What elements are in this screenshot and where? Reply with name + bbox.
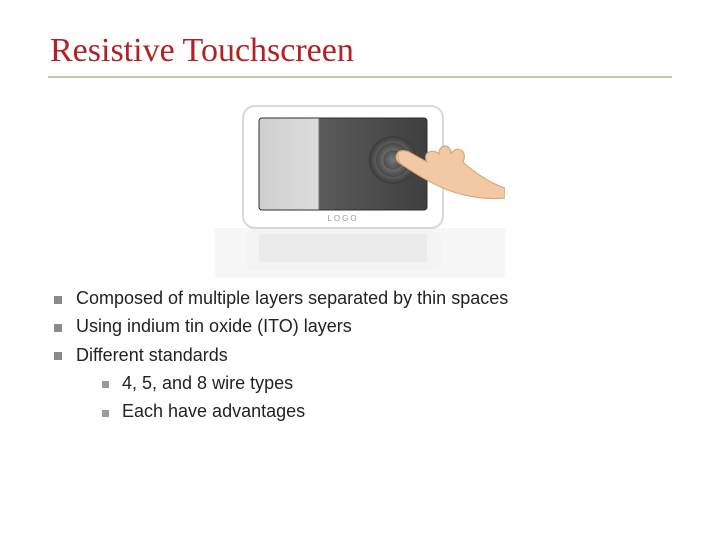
list-item: Using indium tin oxide (ITO) layers — [48, 314, 672, 338]
list-item: Different standards 4, 5, and 8 wire typ… — [48, 343, 672, 424]
list-item-label: Different standards — [76, 345, 228, 365]
list-item: 4, 5, and 8 wire types — [98, 371, 672, 395]
list-item: Each have advantages — [98, 399, 672, 423]
touchscreen-device-icon: LOGO — [215, 88, 505, 278]
list-item-label: Each have advantages — [122, 401, 305, 421]
device-logo-text: LOGO — [327, 214, 358, 223]
bullet-sublist: 4, 5, and 8 wire types Each have advanta… — [76, 371, 672, 424]
title-rule — [48, 76, 672, 78]
page-title: Resistive Touchscreen — [50, 32, 672, 70]
illustration: LOGO — [48, 88, 672, 278]
bullet-list: Composed of multiple layers separated by… — [48, 286, 672, 423]
list-item-label: Composed of multiple layers separated by… — [76, 288, 508, 308]
list-item-label: 4, 5, and 8 wire types — [122, 373, 293, 393]
list-item: Composed of multiple layers separated by… — [48, 286, 672, 310]
slide: Resistive Touchscreen — [0, 0, 720, 540]
list-item-label: Using indium tin oxide (ITO) layers — [76, 316, 352, 336]
